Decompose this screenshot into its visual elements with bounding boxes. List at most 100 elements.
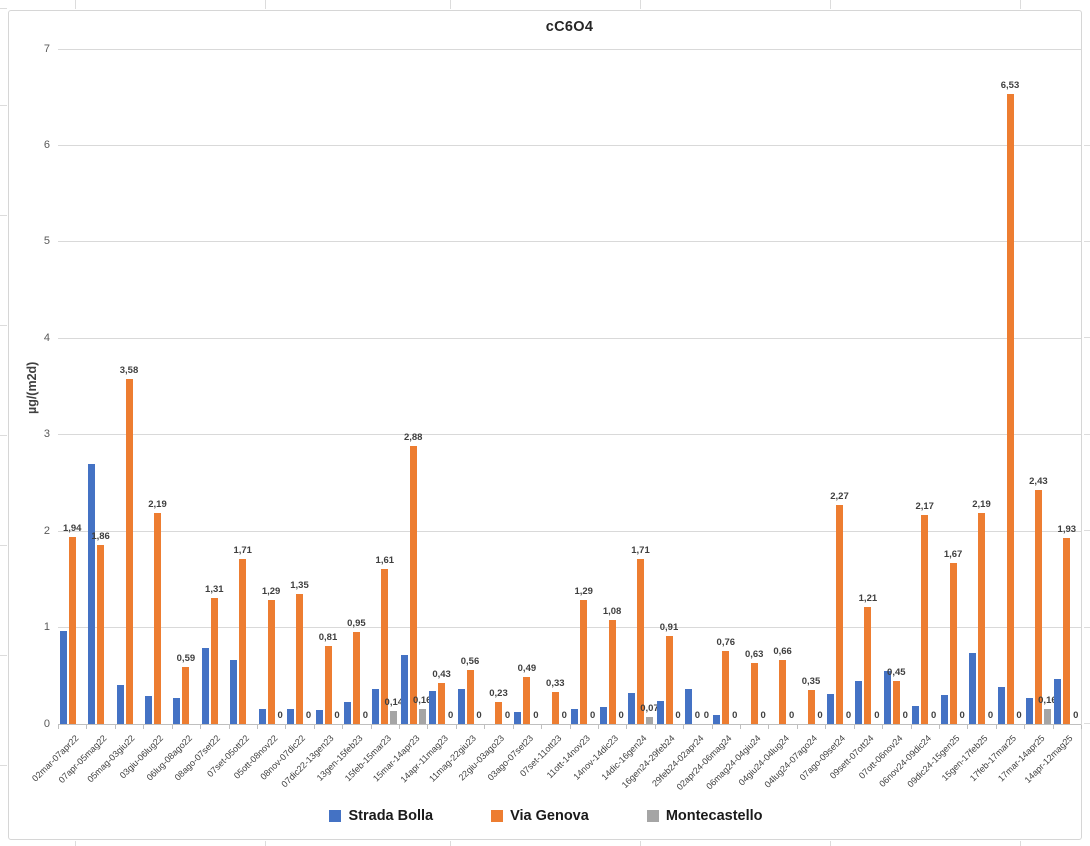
chart-canvas[interactable]: cC6O4 µg/(m2d) Strada Bolla Via Genova Mon… bbox=[8, 10, 1082, 840]
bar-strada-bolla[interactable] bbox=[400, 654, 408, 724]
bar-strada-bolla[interactable] bbox=[429, 691, 437, 724]
bar-strada-bolla[interactable] bbox=[656, 700, 664, 724]
bar-via-genova[interactable] bbox=[1034, 489, 1042, 724]
bar-via-genova[interactable] bbox=[978, 512, 985, 724]
bar-via-genova[interactable] bbox=[182, 667, 190, 724]
bar-strada-bolla[interactable] bbox=[912, 705, 920, 724]
bar-value-label: 0,45 bbox=[887, 666, 906, 678]
bar-montecastello[interactable] bbox=[1043, 708, 1051, 724]
bar-strada-bolla[interactable] bbox=[684, 689, 692, 724]
bar-strada-bolla[interactable] bbox=[145, 696, 152, 724]
legend-item[interactable]: Montecastello bbox=[646, 808, 763, 824]
bar-strada-bolla[interactable] bbox=[883, 671, 891, 724]
bar-strada-bolla[interactable] bbox=[969, 652, 976, 724]
legend-swatch-icon bbox=[646, 810, 659, 822]
spreadsheet-gridline bbox=[450, 841, 451, 846]
bar-value-label: 1,21 bbox=[858, 593, 878, 605]
bar-strada-bolla[interactable] bbox=[315, 709, 323, 724]
bar-via-genova[interactable] bbox=[154, 512, 161, 724]
bar-value-label: 0,35 bbox=[801, 676, 821, 688]
bar-strada-bolla[interactable] bbox=[343, 701, 351, 724]
bar-via-genova[interactable] bbox=[665, 636, 673, 725]
bar-via-genova[interactable] bbox=[1063, 537, 1071, 724]
bar-value-label: 0 bbox=[788, 710, 795, 721]
bar-value-label: 2,43 bbox=[1029, 475, 1048, 487]
bar-value-label: 0 bbox=[931, 710, 937, 721]
bar-via-genova[interactable] bbox=[409, 446, 417, 724]
bar-via-genova[interactable] bbox=[438, 682, 446, 724]
bar-strada-bolla[interactable] bbox=[116, 684, 124, 724]
bar-via-genova[interactable] bbox=[267, 599, 275, 724]
bar-via-genova[interactable] bbox=[68, 536, 76, 724]
bar-via-genova[interactable] bbox=[324, 645, 332, 724]
bar-via-genova[interactable] bbox=[352, 632, 360, 724]
bar-strada-bolla[interactable] bbox=[514, 712, 522, 724]
bar-via-genova[interactable] bbox=[637, 559, 644, 724]
bar-strada-bolla[interactable] bbox=[457, 689, 465, 724]
bar-strada-bolla[interactable] bbox=[997, 687, 1005, 724]
bar-via-genova[interactable] bbox=[949, 563, 957, 724]
bar-strada-bolla[interactable] bbox=[258, 708, 266, 724]
bar-montecastello[interactable] bbox=[418, 708, 426, 724]
legend-item[interactable]: Via Genova bbox=[491, 808, 589, 824]
x-axis-tick bbox=[1052, 725, 1054, 729]
bar-via-genova[interactable] bbox=[523, 676, 531, 725]
bar-strada-bolla[interactable] bbox=[287, 708, 294, 724]
bar-value-label: 1,29 bbox=[261, 585, 281, 597]
bar-value-label: 0,16 bbox=[1038, 694, 1057, 706]
bar-via-genova[interactable] bbox=[807, 690, 815, 725]
bar-strada-bolla[interactable] bbox=[59, 630, 67, 724]
bar-montecastello[interactable] bbox=[390, 710, 398, 724]
bar-via-genova[interactable] bbox=[580, 599, 588, 724]
x-axis-tick bbox=[882, 725, 884, 729]
bar-via-genova[interactable] bbox=[722, 650, 730, 724]
bar-value-label: 0,91 bbox=[659, 622, 679, 634]
bar-strada-bolla[interactable] bbox=[173, 698, 181, 724]
bar-via-genova[interactable] bbox=[892, 680, 900, 724]
bar-strada-bolla[interactable] bbox=[713, 715, 721, 724]
bar-strada-bolla[interactable] bbox=[827, 694, 834, 724]
x-axis-tick bbox=[171, 725, 173, 729]
bar-strada-bolla[interactable] bbox=[571, 708, 579, 724]
bar-value-label: 0 bbox=[277, 710, 283, 721]
bar-value-label: 0,56 bbox=[460, 656, 480, 667]
bar-value-label: 0,14 bbox=[384, 696, 404, 708]
bar-strada-bolla[interactable] bbox=[201, 647, 209, 724]
bar-strada-bolla[interactable] bbox=[88, 463, 96, 724]
bar-montecastello[interactable] bbox=[646, 717, 653, 725]
bar-strada-bolla[interactable] bbox=[372, 689, 380, 724]
bar-via-genova[interactable] bbox=[921, 514, 929, 725]
bar-strada-bolla[interactable] bbox=[1025, 698, 1033, 724]
bar-via-genova[interactable] bbox=[836, 505, 843, 724]
bar-via-genova[interactable] bbox=[495, 701, 502, 724]
bar-via-genova[interactable] bbox=[750, 663, 758, 725]
bar-value-label: 0 bbox=[362, 710, 369, 721]
bar-value-label: 6,53 bbox=[1000, 80, 1020, 92]
bar-value-label: 0 bbox=[959, 710, 965, 721]
legend-item[interactable]: Strada Bolla bbox=[329, 808, 433, 824]
bar-via-genova[interactable] bbox=[1006, 94, 1014, 724]
bar-value-label: 0 bbox=[732, 710, 738, 721]
bar-strada-bolla[interactable] bbox=[628, 693, 635, 724]
bar-via-genova[interactable] bbox=[381, 568, 389, 725]
spreadsheet-gridline bbox=[265, 0, 266, 9]
x-axis-tick bbox=[967, 725, 969, 729]
bar-strada-bolla[interactable] bbox=[599, 706, 607, 724]
spreadsheet-gridline bbox=[1084, 241, 1090, 242]
bar-strada-bolla[interactable] bbox=[1054, 678, 1062, 724]
bar-via-genova[interactable] bbox=[125, 378, 133, 724]
bar-via-genova[interactable] bbox=[466, 670, 474, 724]
bar-via-genova[interactable] bbox=[551, 692, 559, 724]
x-axis-tick bbox=[1081, 725, 1082, 729]
bar-strada-bolla[interactable] bbox=[230, 660, 238, 724]
bar-via-genova[interactable] bbox=[779, 660, 787, 724]
bar-strada-bolla[interactable] bbox=[940, 695, 948, 724]
bar-strada-bolla[interactable] bbox=[855, 680, 863, 724]
x-axis-tick bbox=[740, 725, 741, 729]
bar-via-genova[interactable] bbox=[97, 544, 105, 724]
bar-via-genova[interactable] bbox=[296, 593, 303, 724]
bar-via-genova[interactable] bbox=[210, 597, 218, 724]
bar-via-genova[interactable] bbox=[864, 607, 872, 724]
bar-via-genova[interactable] bbox=[239, 559, 247, 724]
bar-via-genova[interactable] bbox=[608, 619, 616, 724]
